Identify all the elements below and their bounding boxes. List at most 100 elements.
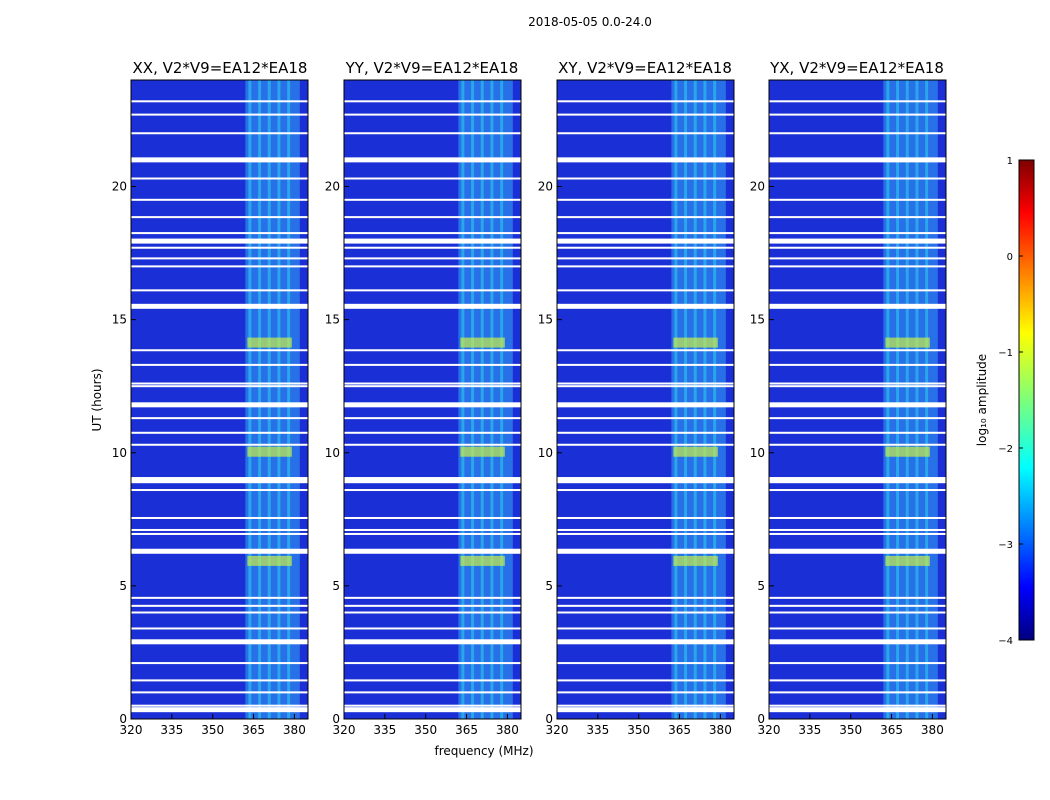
flagged-row [557, 662, 734, 665]
flagged-row [131, 604, 308, 607]
x-tick-label: 335 [586, 723, 609, 737]
x-tick-label: 335 [160, 723, 183, 737]
flagged-row [769, 431, 946, 434]
y-tick-label: 0 [119, 712, 127, 726]
rfi-band [883, 80, 938, 719]
flagged-row [131, 113, 308, 116]
flagged-row [344, 691, 521, 694]
flagged-row [344, 289, 521, 292]
flagged-row [769, 363, 946, 366]
flagged-row [131, 528, 308, 531]
flagged-row [769, 478, 946, 484]
colorbar-tick-label: −1 [998, 348, 1013, 359]
rfi-channel-stripe [248, 80, 252, 719]
flagged-row [344, 604, 521, 607]
flagged-row [131, 289, 308, 292]
flagged-row [557, 289, 734, 292]
panel-xy: XY, V2*V9=EA12*EA18 320 335 350 365 380 0 5 10 1… [538, 59, 735, 737]
colorbar: 1 0 −1 −2 −3 −4 log₁₀ amplitude [975, 156, 1035, 647]
flagged-row [557, 198, 734, 201]
flagged-row [131, 216, 308, 219]
y-tick-label: 0 [332, 712, 340, 726]
y-tick-label: 15 [325, 313, 340, 327]
bright-rfi-patch [460, 555, 505, 566]
flagged-row [557, 363, 734, 366]
x-tick-label: 350 [839, 723, 862, 737]
y-axis-label: UT (hours) [90, 368, 104, 431]
flagged-row [769, 516, 946, 519]
flagged-row [344, 349, 521, 352]
flagged-row [131, 489, 308, 492]
flagged-row [769, 691, 946, 694]
flagged-row [769, 443, 946, 446]
flagged-row [769, 216, 946, 219]
flagged-row [557, 443, 734, 446]
panel-frame [556, 79, 735, 720]
flagged-row [344, 477, 521, 480]
flagged-row [131, 402, 308, 408]
x-tick-label: 320 [333, 723, 356, 737]
bright-rfi-patch [247, 446, 292, 457]
flagged-row [557, 478, 734, 484]
flagged-row [131, 691, 308, 694]
flagged-row [344, 679, 521, 682]
colorbar-tick-label: 0 [1007, 252, 1013, 263]
flagged-row [769, 265, 946, 268]
y-tick-label: 10 [112, 446, 127, 460]
flagged-row [344, 113, 521, 116]
rfi-channel-stripe [693, 80, 697, 719]
flagged-row [344, 382, 521, 385]
rfi-channel-stripe [267, 80, 271, 719]
rfi-channel-stripe [896, 80, 900, 719]
flagged-row [769, 639, 946, 645]
flagged-row [131, 385, 308, 388]
flagged-row [557, 548, 734, 554]
bright-rfi-patch [885, 555, 930, 566]
rfi-channel-stripe [500, 80, 504, 719]
flagged-row [557, 604, 734, 607]
rfi-channel-stripe [905, 80, 909, 719]
colorbar-tick-label: −2 [998, 444, 1013, 455]
flagged-row [131, 431, 308, 434]
rfi-channel-stripe [480, 80, 484, 719]
flagged-row [769, 232, 946, 235]
flagged-row [769, 257, 946, 260]
flagged-row [344, 238, 521, 244]
flagged-row [557, 303, 734, 309]
flagged-row [769, 604, 946, 607]
flagged-row [557, 707, 734, 713]
flagged-row [557, 611, 734, 614]
flagged-row [769, 679, 946, 682]
flagged-row [344, 431, 521, 434]
flagged-row [131, 257, 308, 260]
rfi-channel-stripe [703, 80, 707, 719]
flagged-row [344, 489, 521, 492]
flagged-row [769, 704, 946, 707]
flagged-row [344, 443, 521, 446]
flagged-row [131, 303, 308, 309]
flagged-row [769, 707, 946, 713]
panel-title: XX, V2*V9=EA12*EA18 [133, 59, 308, 77]
flagged-row [557, 679, 734, 682]
flagged-row [557, 246, 734, 249]
bright-rfi-patch [885, 446, 930, 457]
y-tick-label: 15 [538, 313, 553, 327]
flagged-row [344, 303, 521, 309]
suptitle: 2018-05-05 0.0-24.0 [528, 15, 652, 29]
flagged-row [131, 548, 308, 554]
panel-xx: XX, V2*V9=EA12*EA18 320 335 350 365 380 0 5 10 1… [112, 59, 309, 737]
y-tick-label: 20 [325, 180, 340, 194]
bright-rfi-patch [885, 337, 930, 348]
flagged-row [131, 238, 308, 244]
flagged-row [131, 157, 308, 163]
flagged-row [131, 363, 308, 366]
y-tick-label: 5 [332, 579, 340, 593]
x-tick-label: 335 [798, 723, 821, 737]
flagged-row [769, 402, 946, 408]
bright-rfi-patch [673, 446, 718, 457]
flagged-row [557, 157, 734, 163]
x-tick-label: 365 [880, 723, 903, 737]
flagged-row [557, 385, 734, 388]
flagged-row [131, 443, 308, 446]
flagged-row [769, 611, 946, 614]
